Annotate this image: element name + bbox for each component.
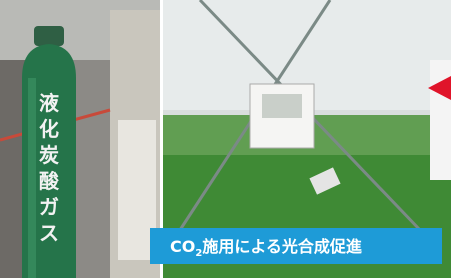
- cylinder-char: 炭: [39, 143, 59, 167]
- caption-prefix: CO: [170, 237, 195, 256]
- caption-suffix: 施用による光合成促進: [202, 237, 362, 256]
- cylinder-char: ガ: [39, 195, 59, 219]
- cylinder-char: 化: [39, 117, 59, 141]
- cylinder-char: 液: [39, 91, 60, 115]
- cylinder-highlight: [28, 78, 36, 278]
- cylinder-char: ス: [39, 221, 59, 245]
- cylinder-valve: [34, 26, 64, 46]
- sensor-display: [262, 94, 302, 118]
- cylinder-char: 酸: [39, 169, 60, 193]
- photo-composite: 液化炭酸ガス CO2施用による光合成促進: [0, 0, 451, 278]
- caption-subscript: 2: [195, 248, 202, 259]
